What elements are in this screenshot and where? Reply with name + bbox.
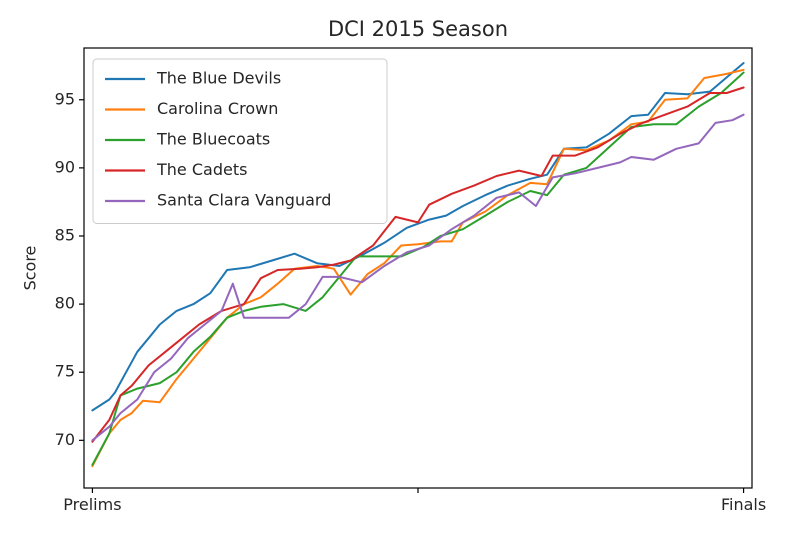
series-line [91, 113, 745, 442]
x-axis-ticks: Prelims Finals [63, 488, 766, 514]
legend-label: The Blue Devils [156, 69, 281, 88]
series-lines [91, 62, 745, 468]
y-axis-ticks: 70 75 80 85 90 95 [55, 89, 84, 449]
series-line [91, 71, 745, 466]
series-line [91, 86, 745, 443]
legend-box [92, 58, 388, 224]
y-tick-label: 75 [55, 362, 75, 381]
y-tick-label: 95 [55, 89, 75, 108]
y-tick-label: 85 [55, 225, 75, 244]
legend: The Blue Devils Carolina Crown The Bluecoa… [92, 58, 388, 224]
y-tick-label: 80 [55, 294, 75, 313]
chart-title: DCI 2015 Season [328, 17, 508, 41]
legend-items: The Blue Devils Carolina Crown The Bluecoa… [105, 69, 331, 210]
series-line [91, 68, 745, 468]
legend-label: Santa Clara Vanguard [157, 191, 331, 210]
y-tick-label: 70 [55, 430, 75, 449]
x-tick-label: Finals [721, 495, 766, 514]
x-tick-label: Prelims [63, 495, 121, 514]
y-axis-label: Score [21, 246, 40, 291]
legend-label: The Bluecoats [156, 130, 270, 149]
legend-label: The Cadets [156, 160, 247, 179]
series-line [91, 62, 745, 412]
legend-label: Carolina Crown [157, 99, 278, 118]
y-tick-label: 90 [55, 157, 75, 176]
